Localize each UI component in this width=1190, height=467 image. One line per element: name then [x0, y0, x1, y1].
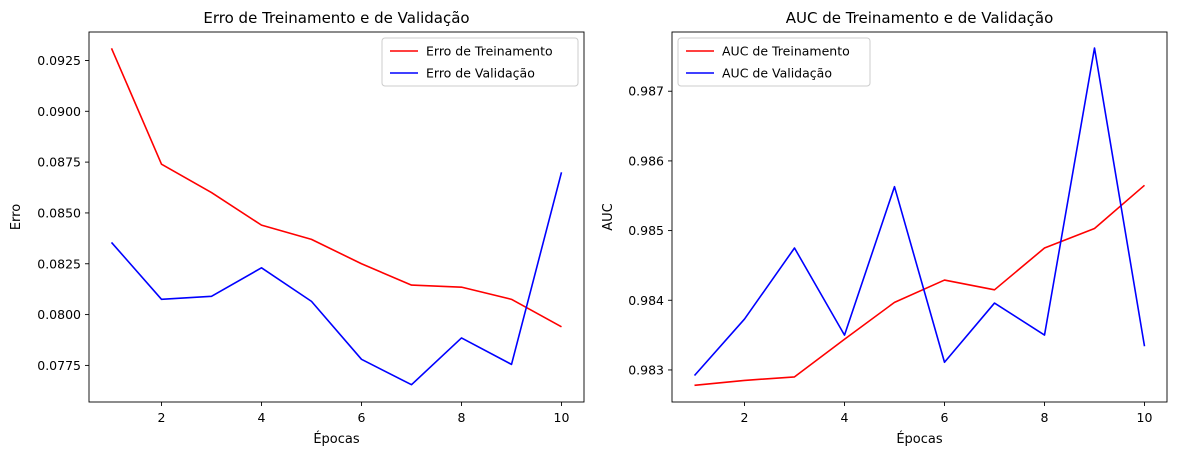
y-axis-label: AUC [601, 203, 616, 231]
plot-frame [88, 31, 585, 403]
x-tick-label: 8 [1041, 410, 1049, 425]
x-tick-label: 8 [458, 410, 466, 425]
y-tick-label: 0.0850 [37, 205, 81, 220]
y-tick-label: 0.984 [628, 293, 664, 308]
legend-box [677, 37, 871, 87]
x-tick-label: 4 [258, 410, 266, 425]
series-line-training [694, 184, 1146, 387]
x-tick-label: 2 [158, 410, 166, 425]
legend-entry-label: Erro de Validação [426, 66, 535, 81]
x-tick-label: 10 [554, 410, 570, 425]
chart-panel-2: AUC de Treinamento e de Validação 2 4 6 8 10 0… [601, 9, 1168, 447]
legend: Erro de Treinamento Erro de Validação [381, 37, 579, 87]
series-line-training [110, 47, 562, 328]
plot-frame [671, 31, 1168, 403]
x-tick-label: 10 [1137, 410, 1153, 425]
chart-title: AUC de Treinamento e de Validação [786, 9, 1054, 27]
y-tick-label: 0.0925 [37, 53, 81, 68]
y-tick-label: 0.987 [628, 84, 664, 99]
series-line-validation [693, 47, 1146, 377]
legend-box [381, 37, 579, 87]
x-tick-label: 2 [741, 410, 749, 425]
y-tick-label: 0.0825 [37, 256, 81, 271]
y-tick-label: 0.983 [628, 362, 664, 377]
x-axis-label: Épocas [313, 431, 360, 447]
chart-title: Erro de Treinamento e de Validação [203, 9, 469, 27]
y-tick-label: 0.0800 [37, 307, 81, 322]
x-axis-label: Épocas [896, 431, 943, 447]
legend-entry-label: AUC de Validação [722, 66, 832, 81]
legend-entry-label: AUC de Treinamento [722, 44, 850, 59]
y-tick-label: 0.0775 [37, 358, 81, 373]
y-tick-label: 0.986 [628, 153, 664, 168]
legend: AUC de Treinamento AUC de Validação [677, 37, 871, 87]
y-tick-label: 0.0875 [37, 155, 81, 170]
chart-panel-1: Erro de Treinamento e de Validação 2 4 6 8 10… [9, 9, 585, 447]
y-tick-label: 0.0900 [37, 104, 81, 119]
series-line-validation [110, 172, 563, 386]
y-axis-label: Erro [9, 204, 24, 230]
x-tick-label: 6 [358, 410, 366, 425]
x-tick-label: 6 [941, 410, 949, 425]
y-tick-label: 0.985 [628, 223, 664, 238]
legend-entry-label: Erro de Treinamento [426, 44, 553, 59]
x-tick-label: 4 [841, 410, 849, 425]
